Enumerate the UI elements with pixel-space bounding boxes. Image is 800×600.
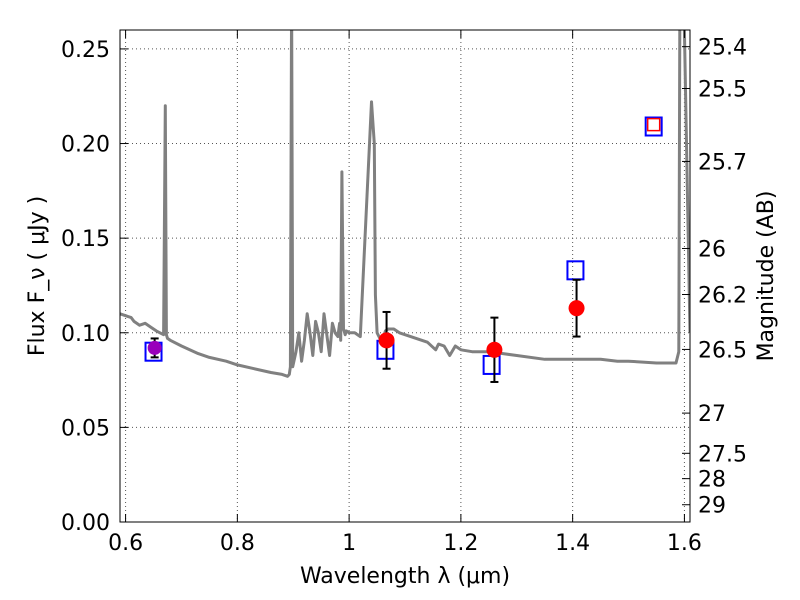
x-tick-label: 0.8 [220, 531, 255, 556]
mag-tick-label: 28 [698, 468, 726, 493]
observed-photometry-point [568, 300, 585, 317]
mag-tick-label: 29 [698, 494, 726, 519]
x-tick-label: 1.6 [667, 531, 702, 556]
observed-photometry-point [486, 341, 503, 358]
grid-lines [120, 30, 690, 523]
y-tick-label: 0.10 [61, 322, 110, 347]
y-tick-label: 0.05 [61, 416, 110, 441]
x-axis-label: Wavelength λ (μm) [300, 564, 510, 589]
model-photometry-square [566, 260, 585, 281]
mag-tick-label: 26 [698, 237, 726, 262]
y2-axis-label: Magnitude (AB) [754, 191, 779, 362]
x-tick-label: 1 [342, 531, 356, 556]
y-tick-label: 0.15 [61, 227, 110, 252]
y-tick-label: 0.20 [61, 133, 110, 158]
observed-limit-marker [646, 117, 661, 132]
mag-tick-label: 26.5 [698, 338, 747, 363]
mag-tick-label: 25.7 [698, 150, 747, 175]
plot-area [120, 30, 690, 383]
observed-photometry-point [378, 332, 395, 349]
model-photometry-square [644, 116, 663, 137]
model-photometry-square [482, 354, 501, 375]
x-tick-label: 1.2 [443, 531, 478, 556]
mag-tick-label: 27.5 [698, 442, 747, 467]
mag-tick-label: 26.2 [698, 283, 747, 308]
mag-tick-label: 25.4 [698, 36, 747, 61]
plot-frame [119, 29, 691, 523]
x-axis: 0.6 0.8 1 1.2 1.4 1.6 [108, 30, 702, 556]
observed-photometry-point [147, 340, 162, 355]
y-axis-left: 0.00 0.05 0.10 0.15 0.20 0.25 [61, 38, 128, 536]
model-spectrum-line [120, 30, 690, 378]
y-tick-label: 0.00 [61, 511, 110, 536]
y-tick-label: 0.25 [61, 38, 110, 63]
x-tick-label: 0.6 [108, 531, 143, 556]
y-axis-label: Flux F_ν ( μJy ) [25, 196, 50, 356]
x-tick-label: 1.4 [555, 531, 590, 556]
mag-tick-label: 27 [698, 402, 726, 427]
mag-tick-label: 25.5 [698, 77, 747, 102]
